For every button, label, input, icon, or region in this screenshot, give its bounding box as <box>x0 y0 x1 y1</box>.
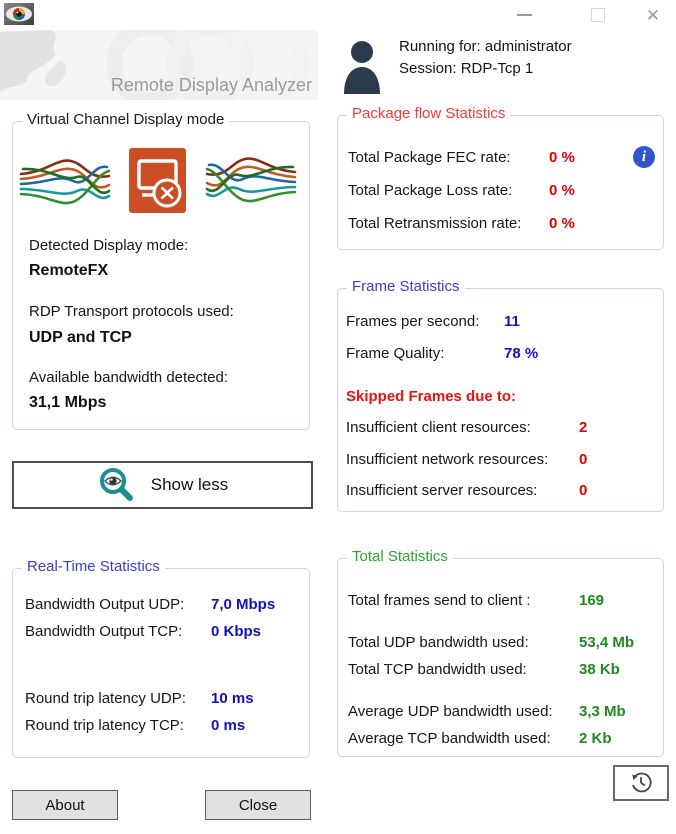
remote-desktop-icon <box>129 148 186 213</box>
bandwidth-udp-label: Bandwidth Output UDP: <box>25 596 185 613</box>
close-window-button[interactable]: ✕ <box>631 0 675 30</box>
latency-udp-label: Round trip latency UDP: <box>25 690 186 707</box>
loss-rate-value: 0 % <box>549 182 575 199</box>
skipped-network-value: 0 <box>579 451 588 468</box>
available-bandwidth-value: 31,1 Mbps <box>29 394 107 411</box>
retransmission-rate-value: 0 % <box>549 215 575 232</box>
latency-tcp-value: 0 ms <box>211 717 246 734</box>
bandwidth-tcp-label: Bandwidth Output TCP: <box>25 623 183 640</box>
bandwidth-tcp-value: 0 Kbps <box>211 623 262 640</box>
close-button-label: Close <box>238 796 278 814</box>
close-icon: ✕ <box>645 5 661 25</box>
app-icon <box>4 3 34 25</box>
real-time-statistics-group: Real-Time Statistics Bandwidth Output UD… <box>12 558 310 758</box>
loss-rate-label: Total Package Loss rate: <box>348 182 513 199</box>
real-time-statistics-title: Real-Time Statistics <box>22 558 165 575</box>
retransmission-rate-label: Total Retransmission rate: <box>348 215 522 232</box>
total-udp-label: Total UDP bandwidth used: <box>348 634 529 651</box>
app-title: Remote Display Analyzer <box>110 75 312 95</box>
info-icon[interactable]: i <box>633 146 655 168</box>
total-frames-value: 169 <box>579 592 605 609</box>
virtual-channel-group: Virtual Channel Display mode <box>12 111 310 430</box>
bandwidth-udp-value: 7,0 Mbps <box>211 596 276 613</box>
fps-label: Frames per second: <box>346 313 480 330</box>
session-text: Session: RDP-Tcp 1 <box>399 60 534 77</box>
skipped-client-value: 2 <box>579 419 588 436</box>
running-for-text: Running for: administrator <box>399 38 572 55</box>
minimize-icon <box>516 14 532 16</box>
about-button[interactable]: About <box>12 790 118 820</box>
info-glyph: i <box>641 148 647 165</box>
maximize-icon <box>591 8 605 22</box>
avg-tcp-value: 2 Kb <box>579 730 612 747</box>
total-tcp-value: 38 Kb <box>579 661 620 678</box>
skipped-network-label: Insufficient network resources: <box>346 451 549 468</box>
skipped-frames-heading: Skipped Frames due to: <box>346 388 517 405</box>
total-statistics-group: Total Statistics Total frames send to cl… <box>337 548 664 757</box>
display-mode-value: RemoteFX <box>29 262 109 279</box>
skipped-server-label: Insufficient server resources: <box>346 482 538 499</box>
clock-history-icon <box>632 772 652 793</box>
package-flow-group: Package flow Statistics Total Package FE… <box>337 105 664 250</box>
braid-right-icon <box>205 157 297 203</box>
latency-tcp-label: Round trip latency TCP: <box>25 717 184 734</box>
show-less-button[interactable]: Show less <box>12 461 313 509</box>
show-less-label: Show less <box>150 475 229 494</box>
total-frames-label: Total frames send to client : <box>348 592 531 609</box>
fps-value: 11 <box>504 313 520 330</box>
display-mode-label: Detected Display mode: <box>29 237 189 254</box>
maximize-button[interactable] <box>576 0 620 30</box>
avg-tcp-label: Average TCP bandwidth used: <box>348 730 551 747</box>
frame-statistics-title: Frame Statistics <box>347 278 465 295</box>
transport-protocols-label: RDP Transport protocols used: <box>29 303 234 320</box>
skipped-server-value: 0 <box>579 482 588 499</box>
fec-rate-value: 0 % <box>549 149 575 166</box>
total-tcp-label: Total TCP bandwidth used: <box>348 661 527 678</box>
package-flow-title: Package flow Statistics <box>347 105 511 122</box>
virtual-channel-title: Virtual Channel Display mode <box>22 111 230 128</box>
minimize-button[interactable] <box>502 0 546 30</box>
total-statistics-title: Total Statistics <box>347 548 453 565</box>
frame-statistics-group: Frame Statistics Frames per second: 11 F… <box>337 278 664 512</box>
avg-udp-label: Average UDP bandwidth used: <box>348 703 553 720</box>
avg-udp-value: 3,3 Mb <box>579 703 626 720</box>
magnifier-eye-icon <box>99 468 133 501</box>
app-banner: Remote Display Analyzer <box>0 30 318 100</box>
about-button-label: About <box>45 796 85 814</box>
skipped-client-label: Insufficient client resources: <box>346 419 531 436</box>
history-button[interactable] <box>613 765 669 801</box>
latency-udp-value: 10 ms <box>211 690 254 707</box>
available-bandwidth-label: Available bandwidth detected: <box>29 369 229 386</box>
braid-left-icon <box>19 159 111 205</box>
close-button[interactable]: Close <box>205 790 311 820</box>
fec-rate-label: Total Package FEC rate: <box>348 149 511 166</box>
total-udp-value: 53,4 Mb <box>579 634 635 651</box>
frame-quality-value: 78 % <box>504 345 539 362</box>
world-map-graphic <box>0 30 310 100</box>
transport-protocols-value: UDP and TCP <box>29 329 132 346</box>
frame-quality-label: Frame Quality: <box>346 345 445 362</box>
user-icon <box>344 41 380 94</box>
